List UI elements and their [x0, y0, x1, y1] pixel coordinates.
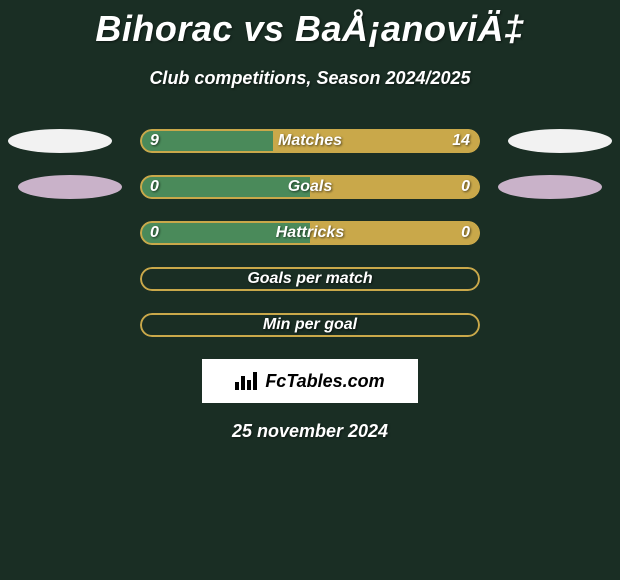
stat-value-left: 0: [150, 221, 159, 245]
player-right-ellipse: [508, 129, 612, 153]
stat-label: Min per goal: [140, 313, 480, 337]
stat-row: Goals per match: [0, 267, 620, 291]
stat-row: Matches9 14: [0, 129, 620, 153]
chart-icon: [235, 372, 259, 390]
player-left-ellipse: [18, 175, 122, 199]
stat-bar: Matches9 14: [140, 129, 480, 153]
stat-value-right: 14: [452, 129, 470, 153]
player-left-ellipse: [8, 129, 112, 153]
player-right-ellipse: [498, 175, 602, 199]
stat-bar: Goals per match: [140, 267, 480, 291]
stat-bar: Hattricks0 0: [140, 221, 480, 245]
stat-bar: Min per goal: [140, 313, 480, 337]
date-line: 25 november 2024: [0, 421, 620, 442]
stat-value-right: 0: [461, 221, 470, 245]
logo-box: FcTables.com: [202, 359, 418, 403]
stat-row: Goals0 0: [0, 175, 620, 199]
stat-bar: Goals0 0: [140, 175, 480, 199]
page-title: Bihorac vs BaÅ¡anoviÄ‡: [0, 0, 620, 50]
logo-text: FcTables.com: [265, 371, 384, 392]
stat-label: Goals per match: [140, 267, 480, 291]
stat-value-left: 9: [150, 129, 159, 153]
stat-label: Goals: [140, 175, 480, 199]
stat-label: Matches: [140, 129, 480, 153]
stat-value-right: 0: [461, 175, 470, 199]
stat-value-left: 0: [150, 175, 159, 199]
stats-rows: Matches914Goals00Hattricks00Goals per ma…: [0, 129, 620, 337]
stat-row: Min per goal: [0, 313, 620, 337]
page-subtitle: Club competitions, Season 2024/2025: [0, 68, 620, 89]
stat-row: Hattricks0 0: [0, 221, 620, 245]
stat-label: Hattricks: [140, 221, 480, 245]
